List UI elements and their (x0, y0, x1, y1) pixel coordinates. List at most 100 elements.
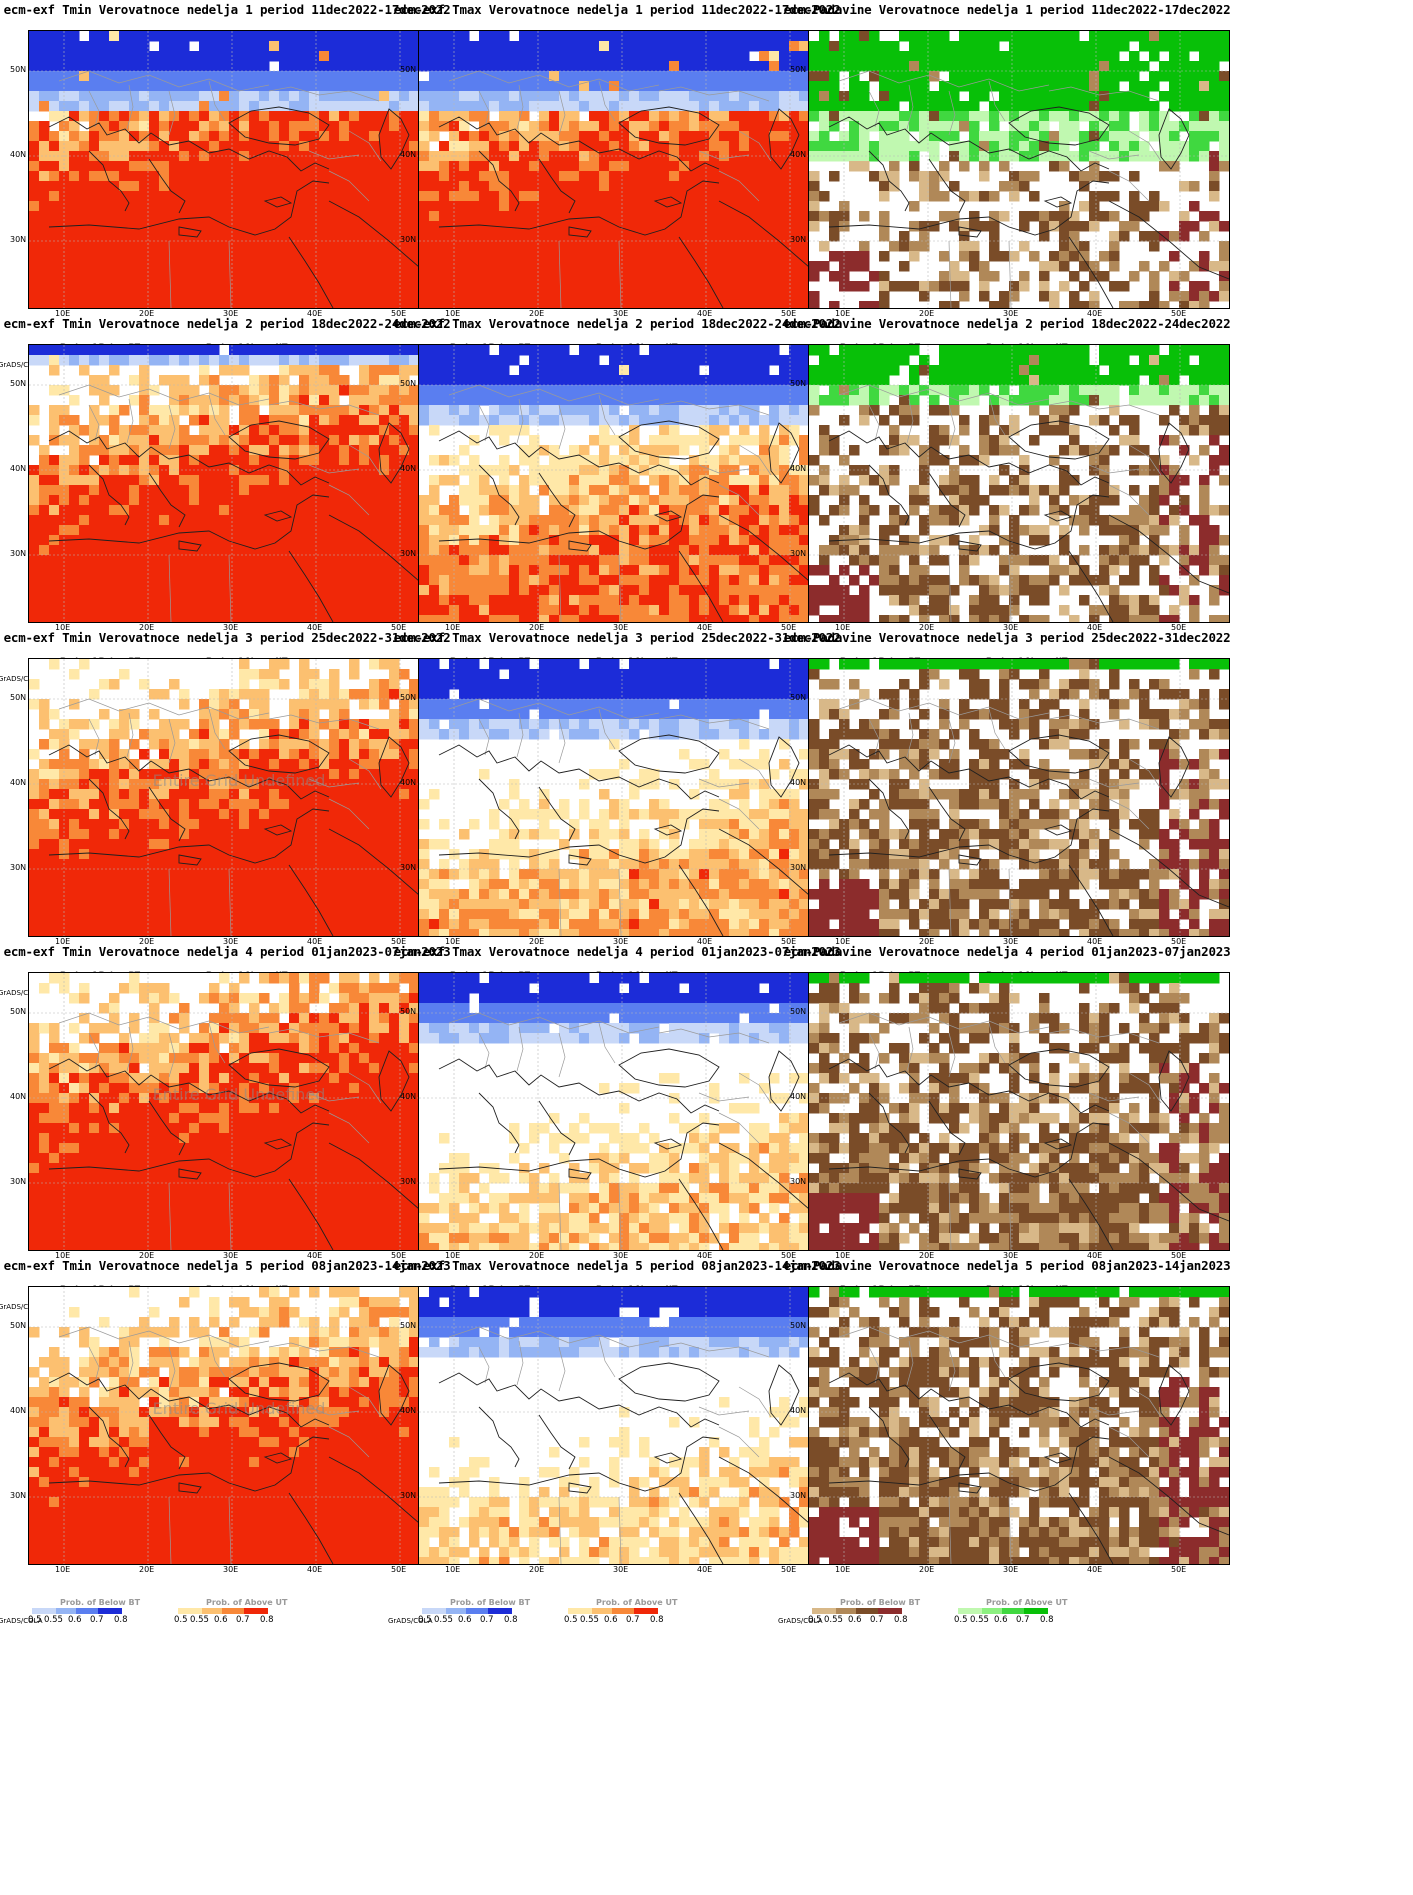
grads-footer-tag: GrADS/COLA (0, 989, 43, 997)
latitude-label: 40N (10, 1406, 27, 1415)
probability-cells (29, 31, 449, 308)
longitude-label: 20E (139, 309, 155, 318)
probability-map: Entire Grid Undefined (28, 972, 450, 1251)
latitude-label: 30N (400, 863, 417, 872)
latitude-label: 40N (400, 778, 417, 787)
legend-swatch (1024, 1608, 1048, 1614)
panel-title: ecm-exf Tmin Verovatnoce nedelja 1 perio… (3, 2, 451, 17)
latitude-label: 30N (400, 235, 417, 244)
legend-colorbar (32, 1608, 122, 1614)
legend-tick-label: 0.55 (970, 1615, 989, 1625)
latitude-label: 30N (400, 1177, 417, 1186)
probability-map (808, 30, 1230, 309)
forecast-panel: ecm-Padavine Verovatnoce nedelja 4 perio… (772, 942, 1242, 1321)
legend-swatch (76, 1608, 98, 1614)
longitude-label: 30E (613, 937, 629, 946)
longitude-label: 50E (1171, 1565, 1187, 1574)
longitude-label: 20E (529, 1251, 545, 1260)
longitude-label: 20E (919, 1565, 935, 1574)
longitude-label: 40E (307, 1565, 323, 1574)
probability-map (28, 344, 450, 623)
legend-tick-label: 0.55 (190, 1615, 209, 1625)
latitude-label: 30N (790, 235, 807, 244)
legend-tick-label: 0.7 (1016, 1615, 1030, 1625)
legend-title: Prob. of Below BT (60, 1598, 141, 1607)
country-borders (448, 1326, 772, 1564)
graticule (809, 973, 1229, 1250)
forecast-panel: ecm-exf Tmin Verovatnoce nedelja 4 perio… (0, 942, 462, 1321)
latitude-label: 50N (10, 693, 27, 702)
forecast-panel: ecm-exf Tmax Verovatnoce nedelja 1 perio… (382, 0, 852, 379)
longitude-label: 50E (1171, 1251, 1187, 1260)
panel-title: ecm-exf Tmax Verovatnoce nedelja 3 perio… (393, 630, 841, 645)
legend-tick-label: 0.8 (1040, 1615, 1054, 1625)
legend-tick-label: 0.6 (68, 1615, 82, 1625)
legend-title: Prob. of Below BT (840, 1598, 921, 1607)
probability-cells (809, 659, 1229, 936)
map-canvas (809, 345, 1229, 622)
latitude-label: 50N (400, 65, 417, 74)
longitude-label: 20E (139, 1565, 155, 1574)
longitude-label: 10E (835, 1251, 851, 1260)
latitude-label: 40N (400, 1406, 417, 1415)
latitude-label: 50N (10, 1007, 27, 1016)
longitude-label: 20E (529, 937, 545, 946)
longitude-label: 40E (1087, 1565, 1103, 1574)
grads-footer-tag: GrADS/COLA (0, 361, 43, 369)
legend-tick-label: 0.5 (28, 1615, 42, 1625)
coastlines (438, 106, 839, 308)
longitude-label: 30E (223, 1251, 239, 1260)
legend-swatch (202, 1608, 222, 1614)
graticule (419, 659, 839, 936)
legend-tick-label: 0.7 (626, 1615, 640, 1625)
legend-colorbar (422, 1608, 512, 1614)
longitude-label: 10E (55, 623, 71, 632)
graticule (419, 1287, 839, 1564)
graticule (29, 1287, 449, 1564)
latitude-label: 50N (400, 693, 417, 702)
longitude-label: 50E (781, 1251, 797, 1260)
graticule (29, 345, 449, 622)
latitude-label: 50N (790, 693, 807, 702)
probability-cells (809, 1287, 1229, 1564)
longitude-label: 50E (1171, 309, 1187, 318)
longitude-label: 30E (1003, 1251, 1019, 1260)
longitude-label: 50E (391, 1565, 407, 1574)
coastlines (438, 734, 839, 936)
latitude-label: 40N (400, 1092, 417, 1101)
graticule (29, 973, 449, 1250)
undefined-grid-notice: Entire Grid Undefined (152, 771, 326, 790)
legend-colorbar (958, 1608, 1048, 1614)
latitude-label: 40N (790, 464, 807, 473)
panel-title: ecm-exf Tmax Verovatnoce nedelja 4 perio… (393, 944, 841, 959)
legend-tick-label: 0.55 (44, 1615, 63, 1625)
country-borders (838, 698, 1162, 936)
grads-footer-tag: GrADS/COLA (0, 1617, 43, 1625)
legend-tick-label: 0.5 (954, 1615, 968, 1625)
country-borders (448, 384, 772, 622)
longitude-label: 50E (391, 937, 407, 946)
grads-footer-tag: GrADS/COLA (388, 1617, 433, 1625)
panel-title: ecm-exf Tmin Verovatnoce nedelja 3 perio… (3, 630, 451, 645)
latitude-label: 50N (790, 1321, 807, 1330)
coastlines (828, 734, 1229, 936)
legend-swatch (634, 1608, 658, 1614)
longitude-label: 20E (139, 623, 155, 632)
forecast-panel: ecm-exf Tmin Verovatnoce nedelja 2 perio… (0, 314, 462, 693)
latitude-label: 40N (10, 464, 27, 473)
legend-colorbar (568, 1608, 658, 1614)
country-borders (58, 698, 382, 936)
latitude-label: 50N (400, 1321, 417, 1330)
probability-map (418, 30, 840, 309)
coastlines (828, 1362, 1229, 1564)
latitude-label: 50N (790, 1007, 807, 1016)
graticule (419, 973, 839, 1250)
panel-title: ecm-exf Tmax Verovatnoce nedelja 2 perio… (393, 316, 841, 331)
